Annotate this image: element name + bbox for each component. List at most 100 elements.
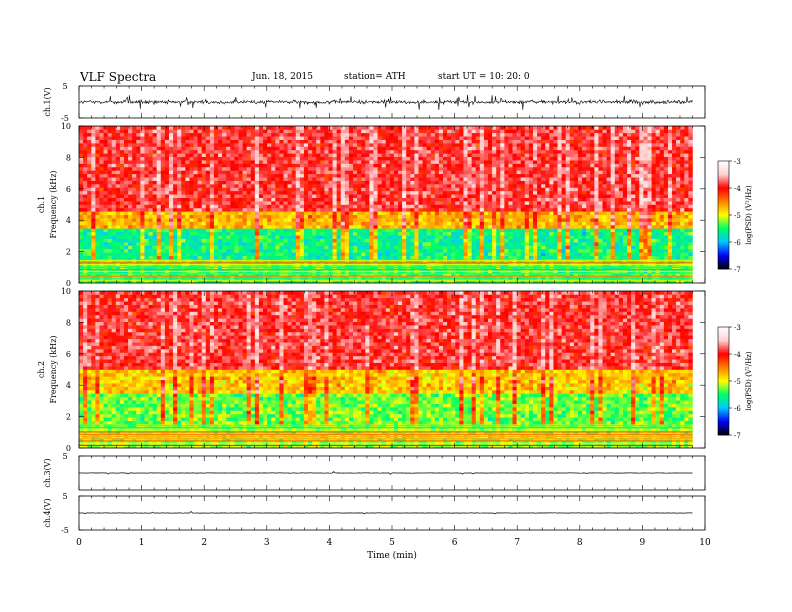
ch1-spectrogram-cell: [91, 180, 96, 185]
ch1-spectrogram-cell: [173, 170, 178, 175]
ch1-spectrogram-cell: [316, 221, 321, 226]
ch1-spectrogram-cell: [389, 224, 395, 229]
ch1-spectrogram-cell: [344, 221, 350, 226]
ch1-spectrogram-cell: [132, 272, 137, 277]
ch1-spectrogram-cell: [185, 173, 190, 178]
ch1-spectrogram-cell: [218, 190, 223, 195]
ch1-spectrogram-cell: [242, 242, 247, 246]
ch1-spectrogram-cell: [483, 187, 489, 192]
ch1-spectrogram-cell: [185, 197, 190, 202]
ch1-spectrogram-cell: [336, 214, 342, 219]
ch1-spectrogram-cell: [414, 238, 419, 243]
ch1-spectrogram-cell: [312, 184, 317, 188]
ch1-spectrogram-cell: [365, 173, 370, 178]
ch1-spectrogram-cell: [152, 194, 158, 198]
ch1-spectrogram-cell: [385, 252, 391, 256]
ch1-spectrogram-cell: [205, 184, 211, 188]
ch1-spectrogram-cell: [316, 231, 321, 236]
ch1-spectrogram-cell: [492, 201, 497, 205]
ch1-spectrogram-cell: [414, 190, 419, 195]
ch1-spectrogram-cell: [332, 207, 337, 212]
ch1-spectrogram-cell: [250, 187, 256, 192]
ch1-spectrogram-cell: [254, 272, 260, 277]
ch1-spectrogram-cell: [357, 201, 362, 205]
ch1-spectrogram-cell: [385, 231, 391, 236]
ch1-spectrogram-cell: [451, 252, 456, 256]
ch1-spectrogram-cell: [635, 204, 640, 209]
ch1-spectrogram-cell: [643, 252, 648, 256]
ch1-spectrogram-cell: [455, 235, 460, 239]
ch1-spectrogram-cell: [643, 177, 648, 181]
ch1-spectrogram-cell: [209, 177, 215, 181]
ch1-spectrogram-cell: [422, 194, 427, 198]
ch1-spectrogram-cell: [128, 187, 133, 192]
ch1-spectrogram-cell: [222, 214, 227, 219]
ch1-spectrogram-cell: [344, 190, 350, 195]
ch1-spectrogram-cell: [299, 214, 305, 219]
ch1-spectrogram-cell: [647, 224, 652, 229]
ch1-spectrogram-cell: [332, 255, 337, 260]
ch1-spectrogram-cell: [197, 224, 202, 229]
ch1-spectrogram-cell: [598, 214, 603, 219]
ch1-spectrogram-cell: [402, 207, 407, 212]
ch1-spectrogram-cell: [463, 201, 468, 205]
ch1-spectrogram-cell: [463, 235, 468, 239]
ch1-spectrogram-cell: [602, 235, 607, 239]
ch1-spectrogram-cell: [95, 187, 100, 192]
ch1-spectrogram-cell: [230, 242, 235, 246]
ch1-spectrogram-cell: [684, 245, 689, 250]
ch1-spectrogram-cell: [267, 235, 272, 239]
ch1-spectrogram-cell: [524, 194, 530, 198]
ch1-spectrogram-cell: [377, 214, 382, 219]
ch1-spectrogram-cell: [434, 228, 440, 233]
ch1-spectrogram-cell: [83, 184, 88, 188]
ch1-spectrogram-cell: [549, 214, 554, 219]
ch1-spectrogram-cell: [144, 204, 149, 209]
ch1-spectrogram-cell: [422, 231, 427, 236]
ch1-spectrogram-cell: [635, 272, 640, 277]
ch1-spectrogram-cell: [361, 207, 366, 212]
ch1-spectrogram-cell: [197, 184, 202, 188]
ch1-spectrogram-cell: [332, 194, 337, 198]
ch1-spectrogram-cell: [238, 272, 243, 277]
ch1-spectrogram-cell: [508, 279, 513, 284]
ch1-spectrogram-cell: [197, 252, 202, 256]
ch1-spectrogram-cell: [99, 224, 104, 229]
ch1-spectrogram-cell: [234, 201, 239, 205]
ch1-spectrogram-cell: [516, 231, 522, 236]
ch1-spectrogram-cell: [267, 194, 272, 198]
ch1-spectrogram-cell: [213, 204, 219, 209]
ch1-spectrogram-cell: [324, 201, 329, 205]
ch1-spectrogram-cell: [471, 184, 477, 188]
ch1-spectrogram-cell: [610, 177, 616, 181]
ch1-spectrogram-cell: [627, 184, 632, 188]
ch1-spectrogram-cell: [258, 231, 264, 236]
ch1-spectrogram-cell: [344, 173, 350, 178]
ch1-spectrogram-cell: [353, 245, 358, 250]
ch1-spectrogram-cell: [557, 252, 562, 256]
ch1-spectrogram-cell: [107, 204, 113, 209]
ch1-spectrogram-cell: [667, 221, 673, 226]
ch1-spectrogram-cell: [475, 248, 481, 253]
ch1-spectrogram-cell: [492, 173, 497, 178]
ch1-spectrogram-cell: [226, 194, 231, 198]
ch1-spectrogram-cell: [622, 221, 628, 226]
ch1-spectrogram-cell: [132, 214, 137, 219]
ch1-spectrogram-cell: [553, 197, 558, 202]
ch1-spectrogram-cell: [177, 173, 182, 178]
ch1-spectrogram-cell: [610, 242, 616, 246]
ch1-spectrogram-cell: [373, 201, 378, 205]
ch1-spectrogram-cell: [353, 218, 358, 222]
ch1-spectrogram-cell: [418, 252, 423, 256]
ch1-spectrogram-cell: [226, 190, 231, 195]
ch1-spectrogram-cell: [622, 235, 628, 239]
ch1-spectrogram-cell: [414, 197, 419, 202]
ch1-spectrogram-cell: [398, 184, 403, 188]
ch1-spectrogram-cell: [414, 173, 419, 178]
ch1-spectrogram-cell: [549, 207, 554, 212]
ch1-spectrogram-cell: [103, 177, 108, 181]
ch1-spectrogram-cell: [528, 207, 534, 212]
ch1-spectrogram-cell: [393, 197, 399, 202]
ch1-spectrogram-cell: [87, 252, 92, 256]
ch1-spectrogram-cell: [222, 245, 227, 250]
